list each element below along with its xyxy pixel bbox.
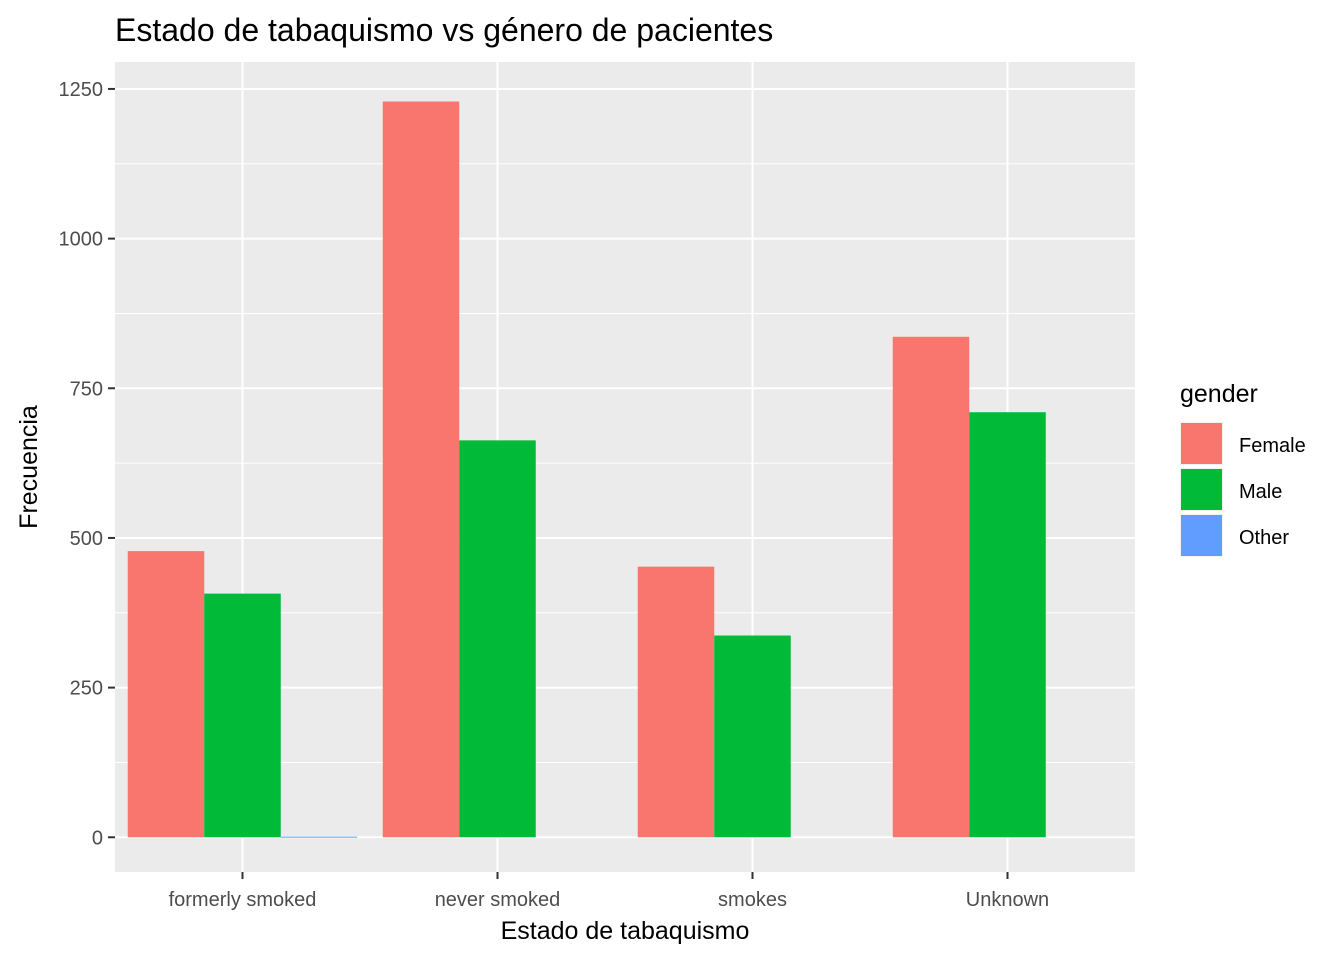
legend-label-male: Male — [1239, 481, 1282, 503]
bar-female-never-smoked — [382, 101, 460, 838]
x-tick-label: formerly smoked — [169, 889, 317, 911]
bar-female-smokes — [637, 566, 715, 838]
x-tick-label: never smoked — [435, 889, 561, 911]
x-tick-label: Unknown — [966, 889, 1049, 911]
bar-female-unknown — [892, 336, 970, 838]
y-tick-label: 0 — [92, 827, 103, 849]
y-tick-label: 1000 — [59, 229, 104, 251]
y-tick-label: 1250 — [59, 79, 104, 101]
legend: gender Female Male Other — [1180, 380, 1306, 557]
legend-label-female: Female — [1239, 435, 1306, 457]
y-axis-title: Frecuencia — [15, 405, 43, 529]
y-tick-label: 750 — [70, 378, 103, 400]
bars — [127, 101, 1046, 838]
chart-title: Estado de tabaquismo vs género de pacien… — [115, 12, 773, 48]
legend-swatch-male — [1181, 469, 1222, 510]
bar-male-never-smoked — [459, 440, 536, 838]
y-tick-label: 250 — [70, 678, 103, 700]
bar-male-unknown — [969, 412, 1046, 838]
legend-swatch-other — [1181, 515, 1222, 556]
y-tick-label: 500 — [70, 528, 103, 550]
y-axis: 0 250 500 750 1000 1250 — [59, 79, 115, 849]
legend-swatch-female — [1181, 423, 1222, 464]
x-tick-label: smokes — [718, 889, 787, 911]
bar-male-smokes — [714, 635, 791, 838]
bar-female-formerly-smoked — [127, 551, 205, 838]
legend-title: gender — [1180, 380, 1258, 408]
bar-male-formerly-smoked — [204, 593, 281, 838]
x-axis-title: Estado de tabaquismo — [501, 917, 750, 945]
bar-other-formerly-smoked — [280, 836, 358, 838]
x-axis: formerly smoked never smoked smokes Unknown — [169, 872, 1049, 911]
legend-label-other: Other — [1239, 527, 1289, 549]
